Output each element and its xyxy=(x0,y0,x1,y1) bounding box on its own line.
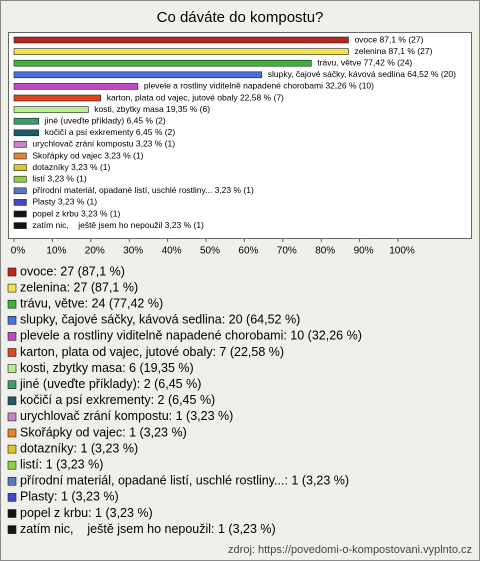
bar xyxy=(13,48,349,55)
value-label: popel z krbu 3,23 % (1) xyxy=(32,208,120,218)
value-label: plevele a rostliny viditelně napadené ch… xyxy=(144,81,374,91)
value-label: zatím nic, ještě jsem ho nepoužil 3,23 %… xyxy=(32,220,204,230)
legend-swatch xyxy=(7,460,17,470)
legend-swatch xyxy=(7,332,17,341)
source: zdroj: https://povedomi-o-kompostovani.v… xyxy=(228,544,472,556)
legend-label: zelenina: 27 (87,1 %) xyxy=(20,280,138,294)
bar xyxy=(13,117,40,125)
legend-swatch xyxy=(7,364,17,373)
legend-label: přírodní materiál, opadané listí, uschlé… xyxy=(20,474,349,488)
legend-label: plevele a rostliny viditelně napadené ch… xyxy=(20,329,362,343)
legend-label: trávu, větve: 24 (77,42 %) xyxy=(20,296,163,310)
value-label: karton, plata od vajec, jutové obaly 22,… xyxy=(107,92,284,102)
x-tick-label: 20% xyxy=(85,246,105,257)
value-label: kočičí a psí exkrementy 6,45 % (2) xyxy=(45,127,176,137)
legend-swatch xyxy=(7,412,17,422)
value-label: slupky, čajové sáčky, kávová sedlina 64,… xyxy=(268,69,456,79)
bar xyxy=(13,59,312,67)
legend-swatch xyxy=(7,267,17,277)
legend-label: ovoce: 27 (87,1 %) xyxy=(20,264,125,278)
legend-swatch xyxy=(7,525,17,534)
value-label: dotazníky 3,23 % (1) xyxy=(32,162,110,172)
bar xyxy=(13,106,89,113)
x-tick-label: 40% xyxy=(162,246,182,257)
legend-label: kočičí a psí exkrementy: 2 (6,45 %) xyxy=(20,393,215,407)
value-label: ovoce 87,1 % (27) xyxy=(354,34,423,44)
legend-swatch xyxy=(7,493,17,502)
x-tick-label: 10% xyxy=(46,246,66,257)
x-tick-label: 60% xyxy=(238,246,258,257)
legend-swatch xyxy=(7,315,17,325)
legend-label: Plasty: 1 (3,23 %) xyxy=(20,490,119,504)
value-label: zelenina 87,1 % (27) xyxy=(354,46,432,56)
value-label: jiné (uveďte příklady) 6,45 % (2) xyxy=(44,115,166,125)
legend-swatch xyxy=(7,428,17,438)
legend-swatch xyxy=(7,509,17,518)
legend-label: zatím nic, ještě jsem ho nepoužil: 1 (3,… xyxy=(20,522,276,536)
value-label: přírodní materiál, opadané listí, uschlé… xyxy=(32,185,254,195)
x-tick-label: 100% xyxy=(389,246,415,257)
bar xyxy=(13,175,27,183)
bar xyxy=(13,164,27,171)
bar xyxy=(13,83,139,90)
x-tick-label: 30% xyxy=(123,246,143,257)
legend-label: urychlovač zrání kompostu: 1 (3,23 %) xyxy=(20,409,233,423)
x-tick-label: 70% xyxy=(277,246,297,257)
x-tick-label: 0% xyxy=(11,246,26,257)
plot-area xyxy=(8,32,472,239)
legend-label: kosti, zbytky masa: 6 (19,35 %) xyxy=(20,361,194,375)
value-label: kosti, zbytky masa 19,35 % (6) xyxy=(94,104,210,114)
legend-swatch xyxy=(7,283,17,293)
bar xyxy=(13,141,27,148)
bar xyxy=(13,36,349,44)
bar xyxy=(13,129,40,137)
legend-swatch xyxy=(7,380,17,390)
legend-label: listí: 1 (3,23 %) xyxy=(20,457,103,471)
value-label: Skořápky od vajec 3,23 % (1) xyxy=(32,150,143,160)
legend-label: karton, plata od vajec, jutové obaly: 7 … xyxy=(20,345,284,359)
value-label: urychlovač zrání kompostu 3,23 % (1) xyxy=(32,139,175,149)
bar xyxy=(13,94,102,102)
value-label: listí 3,23 % (1) xyxy=(32,173,86,183)
bar xyxy=(13,71,263,79)
chart-title: Co dáváte do kompostu? xyxy=(157,9,324,26)
bar xyxy=(13,187,27,195)
bar xyxy=(13,199,27,206)
legend-swatch xyxy=(7,476,17,486)
bar xyxy=(13,210,27,218)
bar xyxy=(13,222,27,229)
legend-label: dotazníky: 1 (3,23 %) xyxy=(20,441,138,455)
x-tick-label: 90% xyxy=(354,246,374,257)
legend-swatch xyxy=(7,444,17,454)
legend-swatch xyxy=(7,348,17,357)
value-label: trávu, větve 77,42 % (24) xyxy=(317,57,412,67)
bar xyxy=(13,152,27,160)
x-tick-label: 50% xyxy=(200,246,220,257)
value-label: Plasty 3,23 % (1) xyxy=(32,197,97,207)
legend-label: popel z krbu: 1 (3,23 %) xyxy=(20,506,153,520)
legend-label: Skořápky od vajec: 1 (3,23 %) xyxy=(20,425,187,439)
legend-label: slupky, čajové sáčky, kávová sedlina: 20… xyxy=(20,313,300,327)
legend-swatch xyxy=(7,299,17,309)
legend-label: jiné (uveďte příklady): 2 (6,45 %) xyxy=(19,377,201,391)
legend-swatch xyxy=(7,396,17,406)
x-tick-label: 80% xyxy=(315,246,335,257)
